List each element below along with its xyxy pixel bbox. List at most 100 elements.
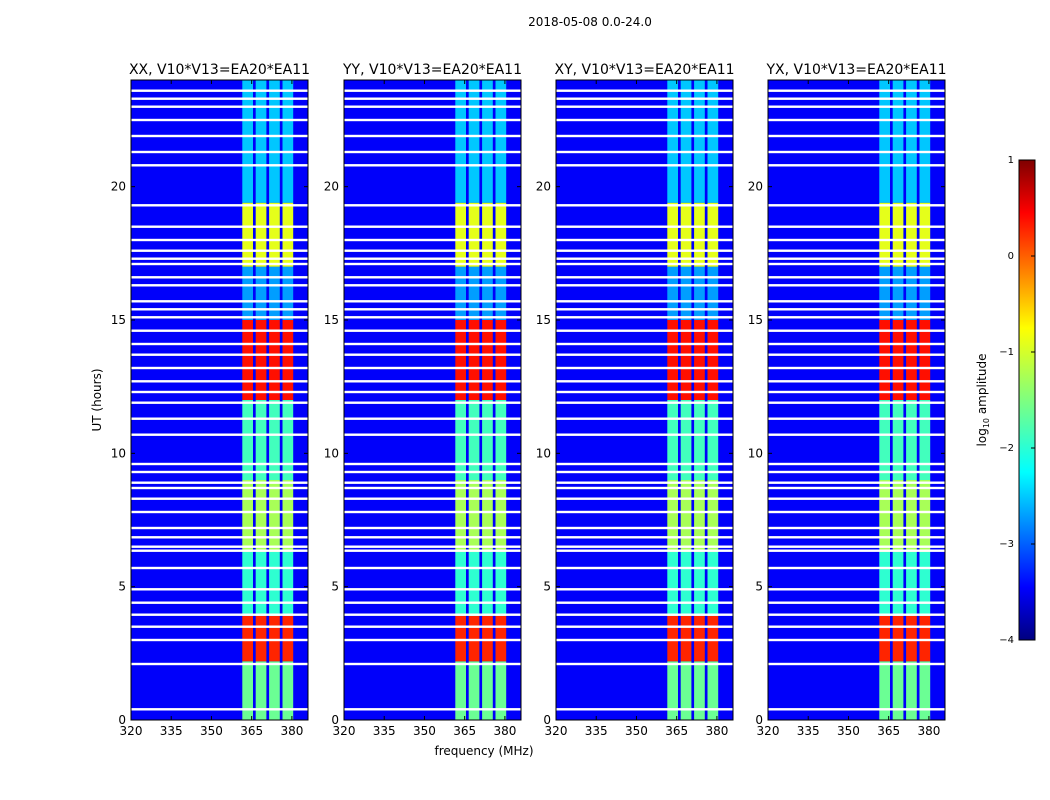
panel-xx-flag-row-43 [131, 97, 308, 100]
colorbar-tick-label-4: −3 [999, 539, 1014, 550]
panel-xx-band-seg5-ch3 [282, 320, 294, 400]
panel-xy-band-seg0-ch0 [667, 661, 678, 720]
panel-xx-band-seg5-ch2 [269, 320, 280, 400]
panel-yy-band-seg4-ch3 [495, 400, 507, 480]
panel-xx-flag-row-4 [131, 613, 308, 616]
panel-xx-flag-row-36 [131, 225, 308, 228]
panel-xx: XX, V10*V13=EA20*EA11 320 335 350 365 380 0 5 1… [111, 62, 310, 738]
panel-yy-flag-row-12 [344, 510, 521, 514]
panel-xy-xtick-label-0: 320 [545, 724, 568, 738]
panel-xx-band-seg5-ch1 [255, 320, 267, 400]
panel-xx-flag-row-35 [131, 238, 308, 242]
panel-yx-flag-row-15 [768, 481, 945, 484]
panel-xy-heatmap-background [556, 80, 733, 720]
panel-yx-band-seg0-ch1 [892, 661, 904, 720]
panel-yy-flag-row-35 [344, 238, 521, 242]
panel-xy-flag-row-34 [556, 249, 733, 252]
panel-yy-ytick-label-0: 0 [331, 713, 339, 727]
panel-yy-band-seg1-ch2 [482, 616, 493, 662]
panel-yx-flag-row-40 [768, 134, 945, 138]
panel-yx-band-seg8-ch1 [892, 80, 904, 203]
panel-yx-flag-row-13 [768, 497, 945, 500]
panel-yy-flag-row-44 [344, 89, 521, 92]
panel-xy-title: XY, V10*V13=EA20*EA11 [554, 62, 734, 78]
panel-xx-flag-row-21 [131, 390, 308, 394]
panel-xx-band-seg0-ch0 [242, 661, 253, 720]
panel-xy-band-seg2-ch0 [667, 552, 678, 616]
panel-xx-band-seg0-ch1 [255, 661, 267, 720]
panel-yx-flag-row-29 [768, 300, 945, 303]
panel-yx-axes: 320 335 350 365 380 0 5 10 15 20 [748, 80, 945, 738]
panel-xx-band-seg7-ch1 [255, 202, 267, 267]
panel-xx-flag-row-28 [131, 308, 308, 311]
panel-yy-ytick-label-4: 20 [324, 180, 339, 194]
panel-yx-band-seg3-ch2 [906, 480, 917, 552]
panel-xx-band-seg4-ch3 [282, 400, 294, 480]
panel-yx-flag-row-9 [768, 545, 945, 548]
panel-xx-ytick-label-4: 20 [111, 180, 126, 194]
panel-xx-flag-row-34 [131, 249, 308, 252]
panel-xy-flag-row-31 [556, 276, 733, 279]
panel-yy-band-seg6-ch3 [495, 266, 507, 320]
panel-yx-flag-row-26 [768, 329, 945, 332]
panel-xx-band-seg7-ch2 [269, 202, 280, 267]
panel-xy-flag-row-11 [556, 526, 733, 530]
panel-yx-flag-row-34 [768, 249, 945, 252]
panel-xy-flag-row-41 [556, 118, 733, 122]
panel-xx-band-seg3-ch1 [255, 480, 267, 552]
panel-yy-xtick-label-3: 365 [453, 724, 476, 738]
panel-xx-flag-row-14 [131, 486, 308, 490]
panel-yx-xtick-label-1: 335 [797, 724, 820, 738]
panel-yx-flag-row-22 [768, 380, 945, 383]
panel-yy-bands [455, 80, 507, 720]
panel-yx-band-seg6-ch1 [892, 266, 904, 320]
panel-xx-flag-row-37 [131, 204, 308, 207]
panel-yx-ytick-label-1: 5 [755, 580, 763, 594]
panel-xy-xtick-label-1: 335 [585, 724, 608, 738]
panel-yx-band-seg8-ch3 [919, 80, 931, 203]
panel-xy-flag-row-42 [556, 105, 733, 108]
colorbar-tick-label-0: 1 [1008, 155, 1014, 166]
panel-xy-band-seg8-ch1 [680, 80, 692, 203]
panel-xy-flag-row-23 [556, 366, 733, 370]
panel-yy-flag-row-7 [344, 566, 521, 570]
panel-xx-flag-row-19 [131, 417, 308, 420]
panel-xx-flag-row-13 [131, 497, 308, 500]
panel-yx-band-seg1-ch2 [906, 616, 917, 662]
panel-yy-band-seg1-ch3 [495, 616, 507, 662]
panel-yx-flag-row-1 [768, 662, 945, 666]
panel-yy-flag-row-36 [344, 225, 521, 228]
panel-yy-flag-row-9 [344, 545, 521, 548]
colorbar-tick-label-2: −1 [999, 347, 1014, 358]
panel-xx-band-seg8-ch3 [282, 80, 294, 203]
panel-yy-band-seg8-ch0 [455, 80, 466, 203]
panel-xx-band-seg1-ch3 [282, 616, 294, 662]
panel-yy-band-seg7-ch0 [455, 202, 466, 267]
colorbar-tick-label-3: −2 [999, 443, 1014, 454]
panel-xx-flag-row-26 [131, 329, 308, 332]
panel-xy-flag-rows [556, 89, 733, 711]
panel-yx-xtick-label-0: 320 [757, 724, 780, 738]
panel-yx-flag-row-17 [768, 462, 945, 466]
panel-yy-flag-row-2 [344, 638, 521, 642]
panel-xx-flag-row-29 [131, 300, 308, 303]
y-axis-label: UT (hours) [90, 368, 104, 431]
panel-xy-ytick-label-3: 15 [536, 313, 551, 327]
panel-xy-band-seg3-ch2 [694, 480, 705, 552]
panel-yy-ytick-label-1: 5 [331, 580, 339, 594]
panel-yx-band-seg3-ch0 [879, 480, 890, 552]
panel-xy-flag-row-38 [556, 164, 733, 167]
panel-xx-flag-row-20 [131, 401, 308, 404]
panel-yy-band-seg0-ch1 [468, 661, 480, 720]
panel-xx-flag-row-5 [131, 601, 308, 604]
panel-xx-xtick-label-1: 335 [160, 724, 183, 738]
panel-xy-band-seg2-ch2 [694, 552, 705, 616]
panel-xy-flag-row-26 [556, 329, 733, 332]
panel-xy-flag-row-44 [556, 89, 733, 92]
panel-yy-xtick-label-2: 350 [413, 724, 436, 738]
panel-yx-band-seg4-ch2 [906, 400, 917, 480]
panel-xy-flag-row-18 [556, 433, 733, 436]
panel-xx-flag-row-32 [131, 262, 308, 266]
panel-xx-flag-row-39 [131, 150, 308, 154]
panel-xy-band-seg3-ch3 [707, 480, 719, 552]
